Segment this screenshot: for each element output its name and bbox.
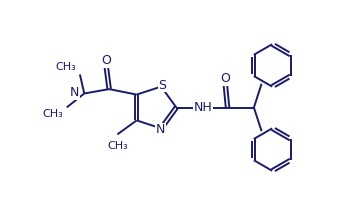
Text: S: S <box>159 79 166 92</box>
Text: O: O <box>101 54 111 67</box>
Text: NH: NH <box>193 101 212 114</box>
Text: O: O <box>221 72 230 85</box>
Text: N: N <box>156 123 165 136</box>
Text: CH₃: CH₃ <box>107 141 128 151</box>
Text: CH₃: CH₃ <box>55 62 76 72</box>
Text: CH₃: CH₃ <box>42 109 63 119</box>
Text: N: N <box>70 86 79 99</box>
